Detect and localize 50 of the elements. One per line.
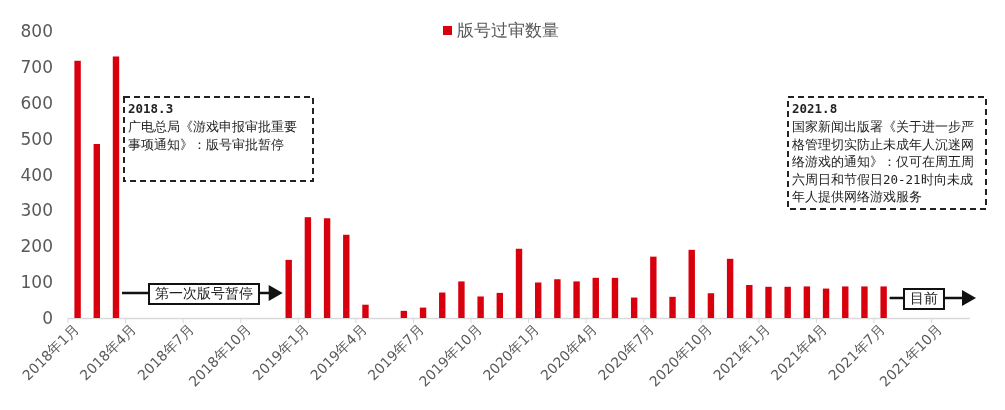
annotation: 2021.8 [792,100,839,118]
bar [861,286,868,318]
y-tick-label: 400 [20,164,53,185]
bar [842,286,849,318]
bar [534,282,542,318]
y-tick-label: 800 [20,21,53,41]
bar [611,277,619,318]
bar [362,304,369,318]
bar [343,234,350,318]
bar [688,249,695,318]
bar [477,296,484,318]
bar [784,286,791,318]
annotation: 第一次版号暂停 [148,283,260,305]
bar [515,248,523,318]
y-tick-label: 700 [20,56,53,77]
y-tick-label: 200 [20,236,53,257]
bar [880,286,887,318]
bar [496,292,504,318]
bar [765,286,772,318]
bar [746,285,753,318]
annotation: 2018.3 [128,100,175,118]
y-tick-label: 100 [20,272,53,293]
bar [650,256,657,318]
annotation: 国家新闻出版署《关于进一步严格管理切实防止未成年人沉迷网络游戏的通知》：仅可在周五周六周日和节假日20-21时向未成年人提供网络游戏服务 [792,118,975,206]
y-tick-label: 300 [20,200,53,221]
bar [304,217,312,318]
bar [803,286,811,318]
y-tick-label: 500 [20,128,53,149]
bar [669,296,676,318]
bar [458,281,465,318]
bar [726,258,734,318]
bar [630,297,638,318]
bar [74,60,81,318]
bar [323,218,331,318]
bar [822,288,830,318]
bar [592,277,599,318]
bar [419,307,427,318]
bar [93,144,100,318]
bar [400,310,408,318]
bar [707,293,715,318]
annotation: 广电总局《游戏申报审批重要事项通知》：版号审批暂停 [128,118,298,153]
bar [112,56,120,318]
bar [439,292,446,318]
bar [573,281,580,318]
annotation: 目前 [903,288,945,310]
bar [285,259,292,318]
y-tick-label: 0 [42,308,53,328]
y-tick-label: 600 [20,92,53,113]
bar [554,279,561,318]
legend-label: 版号过审数量 [457,20,559,40]
